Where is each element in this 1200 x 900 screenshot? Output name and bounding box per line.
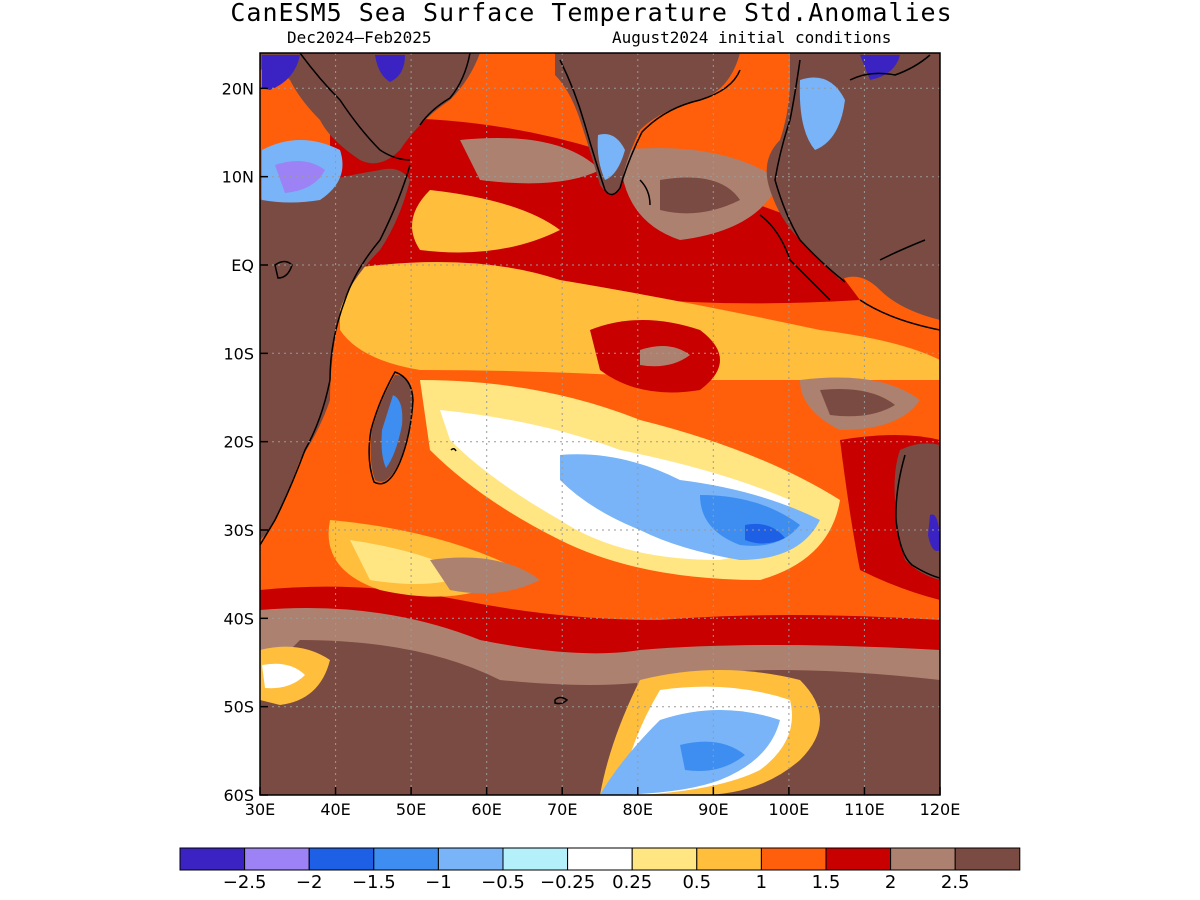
lon-tick-label: 120E: [920, 800, 961, 819]
latitude-axis: 20N 10N EQ 10S 20S 30S 40S 50S 60S: [222, 79, 268, 805]
anomaly-region: [430, 557, 540, 594]
colorbar-label: −0.25: [540, 872, 595, 893]
colorbar-swatch: [890, 847, 956, 871]
anomaly-region: [381, 395, 403, 468]
lat-tick-label: 60S: [223, 786, 254, 805]
map-field: [260, 53, 940, 795]
lat-tick-label: 10S: [223, 344, 254, 363]
colorbar-swatch: [567, 847, 633, 871]
lon-tick-label: 30E: [245, 800, 275, 819]
anomaly-region: [262, 55, 300, 90]
colorbar-swatch: [437, 847, 504, 871]
colorbar-swatch: [244, 847, 310, 871]
colorbar-label: −1: [425, 872, 452, 893]
colorbar-swatch: [696, 847, 762, 871]
gridlines: [260, 53, 940, 795]
map-title: CanESM5 Sea Surface Temperature Std.Anom…: [230, 0, 953, 27]
colorbar-swatch: [825, 847, 892, 871]
anomaly-region: [375, 55, 405, 82]
colorbar-swatch: [954, 847, 1021, 871]
lat-tick-label: 30S: [223, 521, 254, 540]
lon-tick-label: 70E: [547, 800, 577, 819]
lat-tick-label: 10N: [222, 168, 254, 187]
lat-tick-label: 40S: [223, 609, 254, 628]
colorbar-label: −0.5: [481, 872, 525, 893]
colorbar-label: −1.5: [352, 872, 396, 893]
lat-tick-label: 20S: [223, 433, 254, 452]
lat-tick-label: EQ: [231, 256, 254, 275]
anomaly-region: [412, 190, 560, 253]
lon-tick-label: 40E: [320, 800, 350, 819]
lon-tick-label: 80E: [623, 800, 653, 819]
lon-tick-label: 110E: [844, 800, 885, 819]
coastlines: [260, 53, 940, 705]
colorbar-label: 2: [885, 872, 896, 893]
colorbar-swatch: [308, 847, 375, 871]
anomaly-region: [680, 741, 745, 771]
longitude-axis: 30E 40E 50E 60E 70E 80E 90E 100E 110E 120E: [245, 787, 961, 819]
colorbar-label: 1.5: [812, 872, 841, 893]
colorbar-swatch: [373, 847, 439, 871]
colorbar-label: 2.5: [941, 872, 970, 893]
colorbar: −2.5 −2 −1.5 −1 −0.5 −0.25 0.25 0.5 1 1.5 2 2.5: [179, 847, 1021, 893]
colorbar-swatch: [179, 847, 246, 871]
anomaly-region: [928, 514, 940, 551]
lat-tick-label: 20N: [222, 79, 254, 98]
colorbar-label: −2.5: [223, 872, 267, 893]
lon-tick-label: 50E: [396, 800, 426, 819]
lon-tick-label: 100E: [769, 800, 810, 819]
colorbar-label: 0.5: [682, 872, 711, 893]
anomaly-region: [330, 118, 860, 304]
anomaly-region: [660, 177, 740, 214]
anomaly-region: [820, 389, 895, 417]
colorbar-swatch: [631, 847, 698, 871]
colorbar-swatch: [502, 847, 569, 871]
map-frame: [259, 52, 941, 796]
colorbar-swatch: [760, 847, 827, 871]
anomaly-region: [262, 663, 305, 689]
land-australia: [894, 443, 940, 580]
land-africa: [260, 168, 410, 540]
land-arabia: [260, 53, 480, 164]
lat-tick-label: 50S: [223, 698, 254, 717]
anomaly-region: [640, 346, 690, 367]
colorbar-label: 0.25: [612, 872, 652, 893]
anomaly-region: [275, 161, 325, 193]
anomaly-region: [745, 523, 785, 544]
forecast-period: Dec2024–Feb2025: [287, 28, 432, 47]
anomaly-region: [597, 134, 625, 180]
lon-tick-label: 60E: [471, 800, 501, 819]
initial-conditions-label: August2024 initial conditions: [612, 28, 892, 47]
colorbar-label: 1: [756, 872, 767, 893]
anomaly-region: [799, 77, 845, 150]
colorbar-label: −2: [296, 872, 323, 893]
anomaly-region: [460, 138, 600, 184]
lon-tick-label: 90E: [698, 800, 728, 819]
